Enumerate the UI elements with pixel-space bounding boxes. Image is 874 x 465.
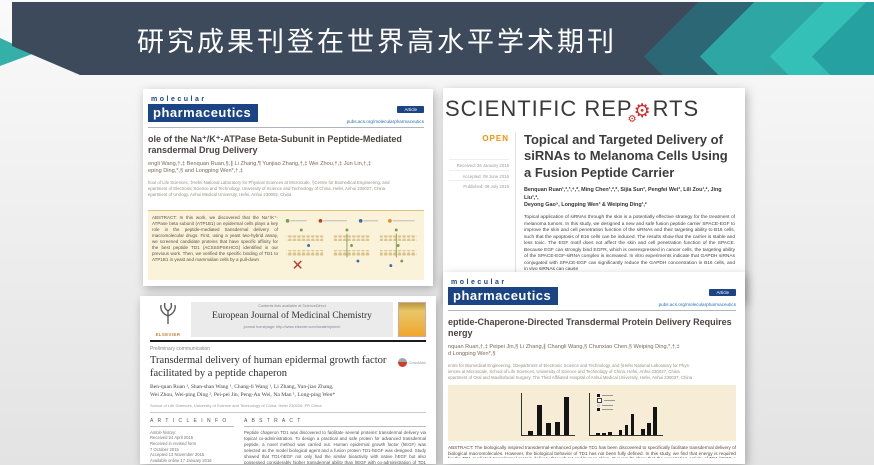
journal-header: molecular pharmaceutics Article pubs.acs… xyxy=(448,279,736,311)
author-list: nquan Ruan,†,‡ Peipei Jin,§ Li Zhang,∥ C… xyxy=(448,343,680,358)
paper-title: ole of the Na⁺/K⁺-ATPase Beta-Subunit in… xyxy=(148,134,424,157)
affiliations: entre for Biomedical Engineering, ‡Depar… xyxy=(448,363,693,380)
molecular-pharmaceutics-logo: molecular pharmaceutics xyxy=(448,279,559,305)
molecular-pharmaceutics-logo: molecular pharmaceutics xyxy=(148,96,259,122)
slide-title-banner xyxy=(12,2,874,75)
bar-chart-right xyxy=(589,392,663,436)
paper-title: Transdermal delivery of human epidermal … xyxy=(150,355,387,379)
journal-title-box: Contents lists available at ScienceDirec… xyxy=(191,302,393,337)
article-type-badge: Article xyxy=(709,289,736,296)
published-date: Published: 08 July 2016 xyxy=(449,180,509,191)
paper-title: eptide-Chaperone-Directed Transdermal Pr… xyxy=(448,317,732,339)
author-list: Benquan Ruan¹,²,³,⁴,*, Ming Chen¹,²,*, S… xyxy=(524,186,722,209)
divider xyxy=(150,340,426,342)
logo-word-pharmaceutics: pharmaceutics xyxy=(148,104,259,122)
journal-cover-thumbnail xyxy=(398,302,426,337)
journal-title: European Journal of Medicinal Chemistry xyxy=(212,311,372,321)
journal-url: pubs.acs.org/molecularpharmaceutics xyxy=(658,302,736,307)
article-info-column: A R T I C L E I N F O Article history: R… xyxy=(150,418,234,464)
received-date: Received: 26 January 2016 xyxy=(449,159,509,170)
author-list: Ben-quan Ruan ¹, Shan-shan Wang ¹, Chang… xyxy=(150,384,336,399)
journal-header: ELSEVIER Contents lists available at Sci… xyxy=(150,302,426,337)
scientific-reports-masthead: SCIENTIFIC REP ⚙ ⚙ RTS xyxy=(445,96,700,125)
affiliations: hool of Life Sciences, ‡Hefei National L… xyxy=(148,180,390,197)
affiliations: School of Life Sciences, University of S… xyxy=(150,403,426,413)
abstract-text: Peptide chaperon TD1 was discovered to f… xyxy=(244,429,426,464)
paper-card-molecular-pharmaceutics-1: molecular pharmaceutics Article pubs.acs… xyxy=(143,89,433,286)
graphical-abstract-figure xyxy=(285,219,417,269)
abstract-text: ABSTRACT: The biologically inspired tran… xyxy=(448,444,736,458)
elsevier-tree-icon xyxy=(160,302,176,324)
paper-title: Topical and Targeted Delivery of siRNAs … xyxy=(524,132,728,180)
abstract-text: Topical application of siRNAs through th… xyxy=(524,215,735,272)
paper-title-line2: ransdermal Drug Delivery xyxy=(148,145,258,156)
chart-legend xyxy=(597,393,615,412)
paper-card-molecular-pharmaceutics-2: molecular pharmaceutics Article pubs.acs… xyxy=(443,272,745,464)
elsevier-logo: ELSEVIER xyxy=(150,302,186,337)
article-dates-margin: OPEN Received: 26 January 2016 Accepted:… xyxy=(449,132,516,296)
article-type-badge: Article xyxy=(397,106,424,113)
author-list: engli Wang,†,‡ Benquan Ruan,§,∥ Li Zhang… xyxy=(148,160,372,175)
paper-card-ejmc: ELSEVIER Contents lists available at Sci… xyxy=(140,296,436,464)
open-access-label: OPEN xyxy=(482,134,509,143)
abstract-column: A B S T R A C T Peptide chaperon TD1 was… xyxy=(244,418,426,464)
crossmark-badge: CrossMark xyxy=(397,358,426,367)
journal-url: pubs.acs.org/molecularpharmaceutics xyxy=(346,119,424,124)
sciencedirect-line: Contents lists available at ScienceDirec… xyxy=(258,304,326,308)
logo-word-molecular: molecular xyxy=(151,96,207,103)
accepted-date: Accepted: 09 June 2016 xyxy=(449,169,509,181)
graphical-abstract-bar-charts xyxy=(448,384,736,441)
crossmark-icon xyxy=(397,358,407,367)
paper-title-line1: ole of the Na⁺/K⁺-ATPase Beta-Subunit in… xyxy=(148,134,402,144)
abstract-section: ABSTRACT: In this work, we discovered th… xyxy=(148,210,424,280)
slide-title: 研究成果刊登在世界高水平学术期刊 xyxy=(137,27,617,58)
bar-chart-left xyxy=(521,392,576,436)
article-type-label: Preliminary communication xyxy=(150,346,211,352)
journal-homepage-url: journal homepage: http://www.elsevier.co… xyxy=(243,325,341,329)
paper-card-scientific-reports: SCIENTIFIC REP ⚙ ⚙ RTS OPEN Received: 26 Ja… xyxy=(443,88,745,302)
abstract-text: ABSTRACT: In this work, we discovered th… xyxy=(152,215,278,262)
journal-header: molecular pharmaceutics Article pubs.acs… xyxy=(148,96,424,128)
